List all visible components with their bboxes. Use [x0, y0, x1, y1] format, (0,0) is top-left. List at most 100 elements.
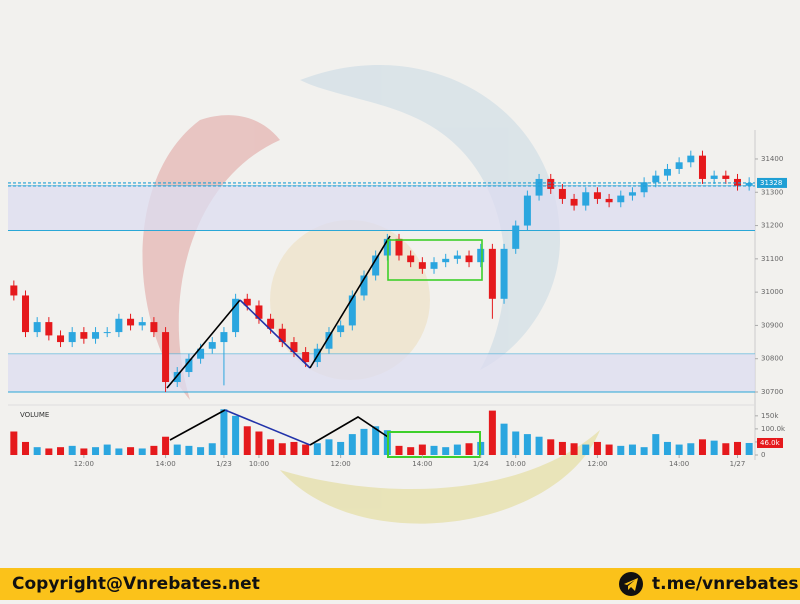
volume-bar — [547, 439, 555, 455]
volume-bar — [663, 441, 671, 455]
volume-bar — [570, 443, 578, 455]
candle-body — [733, 178, 741, 186]
volume-bar — [255, 431, 263, 455]
candle-body — [582, 192, 590, 206]
volume-bar — [80, 448, 88, 455]
volume-bar — [710, 440, 718, 455]
volume-bar — [558, 441, 566, 455]
candle-body — [115, 318, 123, 333]
volume-bar — [45, 448, 53, 455]
volume-bar — [313, 443, 321, 455]
volume-bar — [582, 444, 590, 455]
volume-bar — [442, 447, 450, 455]
volume-bar — [407, 447, 415, 455]
trend-lines — [166, 235, 483, 458]
telegram-link: t.me/vnrebates — [652, 574, 799, 594]
last-price-label: 31328 — [760, 179, 782, 187]
candle-body — [745, 182, 753, 186]
candle-body — [360, 275, 368, 296]
candle-body — [127, 318, 135, 326]
candle-body — [325, 332, 333, 349]
volume-bar — [617, 445, 625, 455]
footer-bar — [0, 568, 800, 600]
price-zone — [8, 353, 755, 393]
candle-body — [710, 175, 718, 179]
volume-bar — [722, 443, 730, 455]
candle-body — [617, 195, 625, 203]
volume-bar — [57, 447, 65, 455]
x-tick-label: 14:00 — [412, 460, 432, 468]
volume-bar — [395, 445, 403, 455]
volume-bar — [325, 439, 333, 455]
volume-bar — [733, 441, 741, 455]
price-zone — [8, 185, 755, 231]
candle-body — [442, 258, 450, 263]
candle-body — [488, 248, 496, 299]
volume-bar — [232, 415, 240, 455]
volume-bar — [488, 410, 496, 455]
candle-body — [395, 238, 403, 256]
volume-bar — [372, 426, 380, 455]
volume-bar — [103, 444, 111, 455]
volume-bar — [698, 439, 706, 455]
candle-body — [687, 155, 695, 163]
candle-body — [407, 255, 415, 263]
candle-body — [185, 358, 193, 373]
volume-bar — [243, 426, 251, 455]
candle-body — [640, 182, 648, 193]
last-price-tag — [757, 177, 787, 188]
candle-body — [337, 325, 345, 333]
candle-body — [10, 285, 18, 296]
candle-body — [465, 255, 473, 263]
volume-bar — [115, 448, 123, 455]
candle-body — [278, 328, 286, 343]
candle-body — [547, 178, 555, 189]
volume-bar — [430, 445, 438, 455]
volume-bar — [10, 431, 18, 455]
candle-body — [103, 332, 111, 334]
candle-body — [267, 318, 275, 329]
volume-bar — [33, 447, 41, 455]
candle-body — [33, 322, 41, 333]
candle-body — [208, 342, 216, 349]
candle-body — [663, 168, 671, 176]
x-tick-label: 1/23 — [216, 460, 232, 468]
x-tick-label: 10:00 — [249, 460, 269, 468]
candle-body — [290, 342, 298, 353]
x-tick-label: 14:00 — [669, 460, 689, 468]
volume-bar — [418, 444, 426, 455]
volume-bar — [208, 443, 216, 455]
volume-bar — [453, 444, 461, 455]
volume-bar — [652, 434, 660, 455]
candle-body — [535, 178, 543, 196]
x-tick-label: 10:00 — [506, 460, 526, 468]
x-tick-label: 12:00 — [587, 460, 607, 468]
volume-bar — [687, 443, 695, 455]
candle-body — [593, 192, 601, 199]
candle-body — [173, 372, 181, 383]
volume-bar — [628, 444, 636, 455]
candle-body — [220, 332, 228, 343]
volume-bar — [535, 436, 543, 455]
candle-body — [162, 332, 170, 383]
volume-bar — [220, 409, 228, 455]
candle-body — [22, 295, 30, 333]
volume-bar — [68, 445, 76, 455]
volume-bar — [348, 434, 356, 455]
candle-body — [138, 322, 146, 326]
volume-bar — [500, 423, 508, 455]
volume-bar — [278, 443, 286, 455]
volume-tick-label: 150k — [761, 412, 779, 420]
candle-body — [255, 305, 263, 319]
y-tick-label: 30800 — [761, 355, 783, 363]
candle-body — [628, 192, 636, 196]
candle-body — [698, 155, 706, 179]
y-tick-label: 30700 — [761, 388, 783, 396]
volume-bar — [465, 443, 473, 455]
volume-bar — [523, 434, 531, 455]
volume-bar — [745, 442, 753, 455]
volume-bar — [675, 444, 683, 455]
telegram-plane — [624, 578, 638, 591]
